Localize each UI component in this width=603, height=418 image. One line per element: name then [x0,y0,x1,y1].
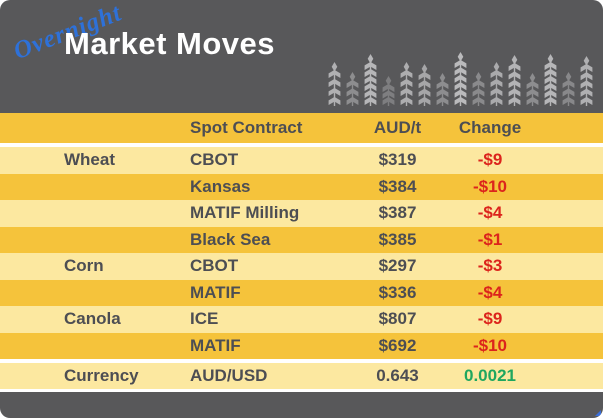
wheat-stalk-icon [418,64,431,106]
price-value: $384 [378,176,417,196]
resize-handle-icon [595,410,601,416]
column-header-aud-t: AUD/t [373,118,422,137]
table-row-black-sea: Black Sea $385 -$1 [0,226,603,253]
wheat-icons-row [327,52,594,106]
wheat-stalk-icon [580,56,593,106]
change-value: -$9 [477,150,503,170]
change-value: -$1 [477,229,503,249]
commodity-label: Corn [64,256,104,276]
price-value: $319 [378,150,417,170]
contract-label: MATIF [190,335,241,355]
contract-label: Kansas [190,176,251,196]
change-value: -$4 [477,203,503,223]
table-row-matif: MATIF $692 -$10 [0,332,603,359]
contract-label: AUD/USD [190,366,268,385]
table-row-currency: Currency AUD/USD 0.643 0.0021 [0,363,603,389]
commodity-label: Wheat [64,150,115,170]
price-value: $336 [378,282,417,302]
commodity-label: Canola [64,309,121,329]
change-value: -$9 [477,309,503,329]
contract-label: MATIF [190,282,241,302]
card-header: Overnight Market Moves [0,0,603,113]
column-header-change: Change [458,118,522,137]
wheat-stalk-icon [526,73,539,106]
market-table: Spot Contract AUD/t Change Wheat CBOT $319 -$9… [0,113,603,389]
contract-label: Black Sea [190,229,271,249]
change-value: -$10 [472,176,508,196]
contract-label: MATIF Milling [190,203,300,223]
price-value: 0.643 [376,366,419,385]
card-footer [0,391,603,418]
change-value: -$3 [477,256,503,276]
wheat-stalk-icon [382,76,395,106]
wheat-stalk-icon [400,62,413,106]
wheat-stalk-icon [508,55,521,106]
table-row-matif: MATIF $336 -$4 [0,279,603,306]
table-row-canola: Canola ICE $807 -$9 [0,306,603,333]
wheat-stalk-icon [328,62,341,106]
wheat-stalk-icon [562,72,575,106]
table-header-row: Spot Contract AUD/t Change [0,113,603,143]
table-row-kansas: Kansas $384 -$10 [0,173,603,200]
contract-label: CBOT [190,150,239,170]
contract-label: CBOT [190,256,239,276]
wheat-stalk-icon [472,72,485,106]
wheat-stalk-icon [490,62,503,106]
table-row-matif-milling: MATIF Milling $387 -$4 [0,200,603,227]
table-row-corn: Corn CBOT $297 -$3 [0,253,603,280]
change-value: -$10 [472,335,508,355]
price-value: $807 [378,309,417,329]
table-row-wheat: Wheat CBOT $319 -$9 [0,147,603,174]
price-value: $297 [378,256,417,276]
price-value: $385 [378,229,417,249]
change-value: -$4 [477,282,503,302]
page-title: Market Moves [64,26,276,61]
wheat-stalk-icon [454,52,467,106]
wheat-stalk-icon [346,72,359,106]
change-value: 0.0021 [464,366,516,385]
contract-label: ICE [190,309,219,329]
commodity-label: Currency [64,366,139,385]
price-value: $387 [378,203,417,223]
wheat-stalk-icon [544,54,557,106]
price-value: $692 [378,335,417,355]
wheat-stalk-icon [436,73,449,106]
column-header-spot-contract: Spot Contract [190,118,303,137]
wheat-stalk-icon [364,54,377,106]
